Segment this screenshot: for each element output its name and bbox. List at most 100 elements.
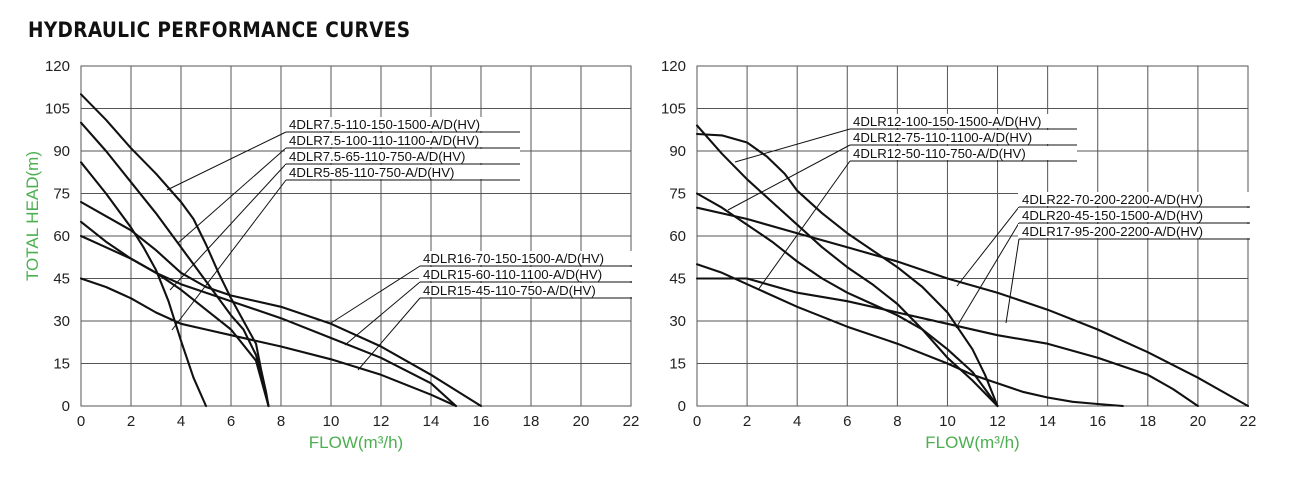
legend-leader-line xyxy=(727,144,851,211)
legend-leader-line xyxy=(757,160,851,291)
legend-leader-line xyxy=(330,265,421,324)
legend-entry: 4DLR12-75-110-1100-A/D(HV) xyxy=(727,130,1077,211)
series-line-5 xyxy=(695,277,1199,408)
legend-entry: 4DLR16-70-150-1500-A/D(HV) xyxy=(330,251,632,324)
series-line-4 xyxy=(79,220,270,408)
y-tick-label: 120 xyxy=(45,58,70,75)
legend-label: 4DLR12-50-110-750-A/D(HV) xyxy=(853,146,1026,161)
series-line-4 xyxy=(695,206,1250,408)
series-line-3 xyxy=(695,192,999,408)
legend-label: 4DLR12-75-110-1100-A/D(HV) xyxy=(853,130,1032,145)
x-tick-label: 18 xyxy=(523,413,540,430)
y-tick-label: 120 xyxy=(661,58,686,75)
y-tick-label: 15 xyxy=(669,356,686,373)
x-tick-label: 20 xyxy=(573,413,590,430)
legend-label: 4DLR22-70-200-2200-A/D(HV) xyxy=(1022,192,1203,207)
y-tick-label: 75 xyxy=(669,186,686,203)
legend-leader-line xyxy=(169,163,287,291)
x-tick-label: 2 xyxy=(743,413,751,430)
legend-leader-line xyxy=(1005,238,1020,324)
chart-1: 0 2 4 6 8 10 12 14 16 18 20 22 0 15 30 45 60 75 90 105 120 FL… xyxy=(23,58,639,452)
x-tick-label: 2 xyxy=(127,413,135,430)
legend-backdrop xyxy=(1018,192,1250,206)
x-tick-label: 22 xyxy=(1240,413,1257,430)
series-line-6 xyxy=(79,234,458,408)
x-tick-label: 0 xyxy=(693,413,701,430)
legend-backdrop xyxy=(849,114,1077,128)
legend-label: 4DLR12-100-150-1500-A/D(HV) xyxy=(853,114,1041,129)
legend-leader-line xyxy=(166,131,287,191)
series-line-2 xyxy=(79,121,270,408)
legend-leader-line xyxy=(956,206,1020,287)
y-tick-label: 105 xyxy=(45,101,70,118)
chart-2: 0 2 4 6 8 10 12 14 16 18 20 22 0 15 30 45 60 75 90 105 120 FL… xyxy=(661,58,1256,452)
series-line-1 xyxy=(695,132,999,408)
legend-leader-line xyxy=(955,222,1020,329)
legend-leader-line xyxy=(357,297,421,371)
legend-backdrop xyxy=(285,165,520,179)
y-tick-label: 105 xyxy=(661,101,686,118)
legend-backdrop xyxy=(849,130,1077,144)
series-line-5 xyxy=(79,200,483,408)
legend-entry: 4DLR15-60-110-1100-A/D(HV) xyxy=(344,267,632,346)
legend-leader-line xyxy=(734,128,851,163)
x-tick-label: 4 xyxy=(177,413,185,430)
x-tick-label: 16 xyxy=(473,413,490,430)
x-tick-label: 8 xyxy=(893,413,901,430)
y-tick-label: 90 xyxy=(53,143,70,160)
series-line-2 xyxy=(695,124,999,408)
legend-entry: 4DLR5-85-110-750-A/D(HV) xyxy=(171,165,520,331)
series-line-3 xyxy=(79,161,208,408)
legend-label: 4DLR7.5-65-110-750-A/D(HV) xyxy=(289,149,465,164)
legend-backdrop xyxy=(1018,224,1250,238)
legend-label: 4DLR15-45-110-750-A/D(HV) xyxy=(423,283,596,298)
x-tick-label: 6 xyxy=(227,413,235,430)
grid xyxy=(696,65,1249,407)
y-tick-label: 45 xyxy=(669,271,686,288)
legend-backdrop xyxy=(419,251,632,265)
legend-label: 4DLR7.5-110-150-1500-A/D(HV) xyxy=(289,117,480,132)
legend-backdrop xyxy=(419,283,632,297)
legend-entry: 4DLR7.5-65-110-750-A/D(HV) xyxy=(169,149,520,291)
x-tick-label: 6 xyxy=(843,413,851,430)
legend-backdrop xyxy=(849,146,1077,160)
series-line-6 xyxy=(695,263,1124,408)
x-tick-label: 8 xyxy=(277,413,285,430)
y-tick-label: 30 xyxy=(53,313,70,330)
legend-label: 4DLR15-60-110-1100-A/D(HV) xyxy=(423,267,602,282)
legend-backdrop xyxy=(285,133,520,147)
legend-backdrop xyxy=(285,117,520,131)
x-tick-label: 10 xyxy=(939,413,956,430)
y-tick-label: 45 xyxy=(53,271,70,288)
y-tick-label: 15 xyxy=(53,356,70,373)
y-tick-label: 0 xyxy=(678,398,686,415)
x-tick-label: 20 xyxy=(1190,413,1207,430)
x-tick-label: 0 xyxy=(77,413,85,430)
y-tick-label: 60 xyxy=(669,228,686,245)
x-tick-label: 14 xyxy=(423,413,440,430)
legend-label: 4DLR16-70-150-1500-A/D(HV) xyxy=(423,251,604,266)
legend-entry: 4DLR17-95-200-2200-A/D(HV) xyxy=(1005,224,1250,324)
x-axis-label: FLOW(m³/h) xyxy=(925,433,1019,452)
page-title: HYDRAULIC PERFORMANCE CURVES xyxy=(28,18,411,42)
y-tick-label: 90 xyxy=(669,143,686,160)
x-tick-label: 18 xyxy=(1139,413,1156,430)
legend-entry: 4DLR15-45-110-750-A/D(HV) xyxy=(357,283,632,371)
x-tick-label: 14 xyxy=(1039,413,1056,430)
legend-entry: 4DLR22-70-200-2200-A/D(HV) xyxy=(956,192,1250,287)
x-tick-label: 16 xyxy=(1089,413,1106,430)
x-tick-label: 12 xyxy=(989,413,1006,430)
legend-leader-line xyxy=(177,147,287,244)
legend-backdrop xyxy=(285,149,520,163)
legend-label: 4DLR20-45-150-1500-A/D(HV) xyxy=(1022,208,1203,223)
series-line-1 xyxy=(79,93,270,408)
x-tick-label: 10 xyxy=(323,413,340,430)
legend-leader-line xyxy=(171,179,287,331)
legend-backdrop xyxy=(1018,208,1250,222)
legend-backdrop xyxy=(419,267,632,281)
legend-entry: 4DLR20-45-150-1500-A/D(HV) xyxy=(955,208,1250,329)
legend-entry: 4DLR12-50-110-750-A/D(HV) xyxy=(757,146,1077,291)
legend-entry: 4DLR7.5-100-110-1100-A/D(HV) xyxy=(177,133,520,244)
legend-entry: 4DLR7.5-110-150-1500-A/D(HV) xyxy=(166,117,520,191)
